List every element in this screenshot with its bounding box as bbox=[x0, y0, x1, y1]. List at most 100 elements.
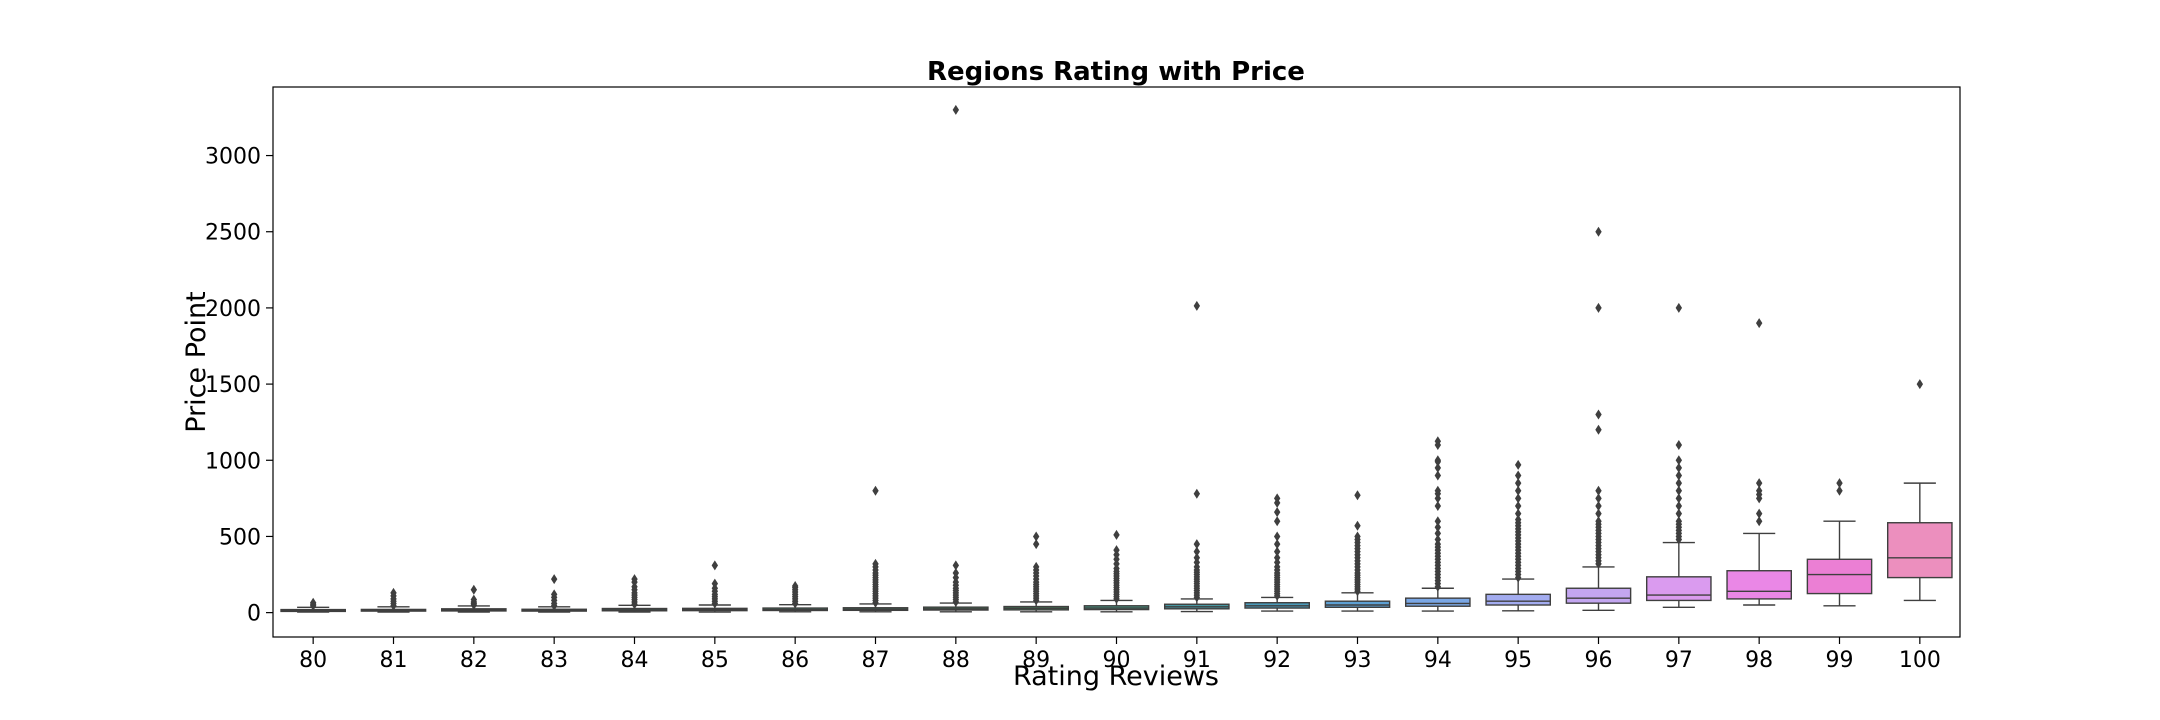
y-tick-label: 2000 bbox=[205, 297, 261, 322]
box-group-87 bbox=[842, 485, 909, 613]
outlier-point bbox=[550, 589, 558, 600]
outlier-point bbox=[872, 485, 879, 496]
outlier-point bbox=[1273, 539, 1281, 550]
box-group-86 bbox=[762, 580, 828, 613]
outlier-point bbox=[1675, 500, 1683, 511]
y-tick-label: 3000 bbox=[205, 145, 261, 170]
outlier-point bbox=[1434, 455, 1442, 466]
box-group-94 bbox=[1404, 436, 1471, 612]
x-tick-label: 91 bbox=[1183, 648, 1211, 673]
outlier-point bbox=[1755, 318, 1763, 329]
box-group-98 bbox=[1726, 318, 1792, 606]
outlier-point bbox=[1755, 508, 1763, 519]
outlier-point bbox=[872, 558, 879, 569]
outlier-point bbox=[1595, 302, 1602, 313]
y-axis: 0 500 1000 1500 2000 2500 3000 bbox=[205, 145, 273, 627]
box-group-81 bbox=[360, 587, 427, 613]
y-tick-label: 1000 bbox=[205, 449, 261, 474]
outlier-point bbox=[631, 574, 638, 585]
plot-area bbox=[280, 104, 1953, 613]
box-group-84 bbox=[601, 574, 668, 613]
outlier-point bbox=[1755, 485, 1763, 496]
x-tick-label: 100 bbox=[1899, 648, 1941, 673]
outlier-point bbox=[1514, 478, 1522, 489]
outlier-point bbox=[1193, 539, 1201, 550]
outlier-point bbox=[1514, 493, 1522, 504]
plot-frame bbox=[272, 86, 1961, 638]
outlier-point bbox=[470, 584, 478, 595]
box-group-92 bbox=[1244, 493, 1310, 612]
outlier-point bbox=[1354, 531, 1361, 542]
outlier-point bbox=[1434, 528, 1442, 539]
outlier-point bbox=[1514, 508, 1522, 519]
outlier-point bbox=[1434, 436, 1442, 447]
outlier-point bbox=[1273, 552, 1281, 563]
outlier-point bbox=[1193, 488, 1201, 499]
outlier-point bbox=[1113, 545, 1120, 556]
box bbox=[1485, 593, 1551, 606]
x-axis: 80 81 82 83 84 85 86 87 88 89 90 91 92 93 94 95 96 97 98 99… bbox=[299, 637, 1941, 673]
outlier-point bbox=[1273, 531, 1281, 542]
x-tick-label: 96 bbox=[1585, 648, 1613, 673]
x-tick-label: 95 bbox=[1504, 648, 1532, 673]
outlier-point bbox=[1514, 514, 1522, 525]
outlier-point bbox=[1113, 529, 1120, 540]
box-group-85 bbox=[682, 560, 748, 613]
outlier-point bbox=[1675, 440, 1683, 451]
outlier-point bbox=[791, 580, 799, 591]
box-group-89 bbox=[1003, 531, 1069, 613]
box bbox=[1886, 522, 1953, 579]
box-group-95 bbox=[1485, 459, 1551, 612]
outlier-point bbox=[470, 594, 478, 605]
box-group-90 bbox=[1083, 529, 1150, 613]
box-group-83 bbox=[521, 574, 587, 613]
outlier-point bbox=[1032, 561, 1040, 572]
outlier-point bbox=[1675, 485, 1683, 496]
x-tick-label: 81 bbox=[380, 648, 408, 673]
outlier-point bbox=[1514, 485, 1522, 496]
outlier-point bbox=[1193, 300, 1201, 311]
outlier-point bbox=[1273, 546, 1281, 557]
outlier-point bbox=[1675, 470, 1683, 481]
x-tick-label: 86 bbox=[781, 648, 809, 673]
box bbox=[1565, 587, 1632, 604]
outlier-point bbox=[1595, 485, 1602, 496]
outlier-point bbox=[1514, 459, 1522, 470]
outlier-point bbox=[1354, 520, 1361, 531]
outlier-point bbox=[1434, 534, 1442, 545]
outlier-point bbox=[1032, 539, 1040, 550]
chart-title: Regions Rating with Price bbox=[927, 57, 1305, 87]
x-tick-label: 93 bbox=[1344, 648, 1372, 673]
outlier-point bbox=[1595, 500, 1602, 511]
box-group-96 bbox=[1565, 226, 1632, 612]
outlier-point bbox=[1595, 508, 1602, 519]
outlier-point bbox=[390, 587, 397, 598]
box-group-88 bbox=[923, 104, 989, 613]
box-group-97 bbox=[1645, 302, 1712, 608]
outlier-point bbox=[1273, 516, 1281, 527]
outlier-point bbox=[1755, 516, 1763, 527]
x-tick-label: 97 bbox=[1665, 648, 1693, 673]
outlier-point bbox=[1836, 485, 1843, 496]
outlier-point bbox=[1675, 508, 1683, 519]
x-tick-label: 94 bbox=[1424, 648, 1452, 673]
outlier-point bbox=[1675, 516, 1683, 527]
x-tick-label: 87 bbox=[862, 648, 890, 673]
outlier-point bbox=[1755, 478, 1763, 489]
outlier-point bbox=[1595, 516, 1602, 527]
outlier-point bbox=[711, 560, 719, 571]
outlier-point bbox=[952, 560, 960, 571]
y-tick-label: 0 bbox=[247, 602, 261, 627]
x-tick-label: 98 bbox=[1745, 648, 1773, 673]
x-axis-label: Rating Reviews bbox=[1013, 661, 1219, 692]
outlier-point bbox=[1836, 478, 1843, 489]
box-group-82 bbox=[441, 584, 507, 613]
box bbox=[1324, 600, 1391, 608]
outlier-point bbox=[1675, 302, 1683, 313]
outlier-point bbox=[1032, 531, 1040, 542]
box-group-93 bbox=[1324, 490, 1391, 612]
outlier-point bbox=[550, 574, 558, 585]
outlier-point bbox=[1354, 490, 1361, 501]
outlier-point bbox=[1514, 470, 1522, 481]
